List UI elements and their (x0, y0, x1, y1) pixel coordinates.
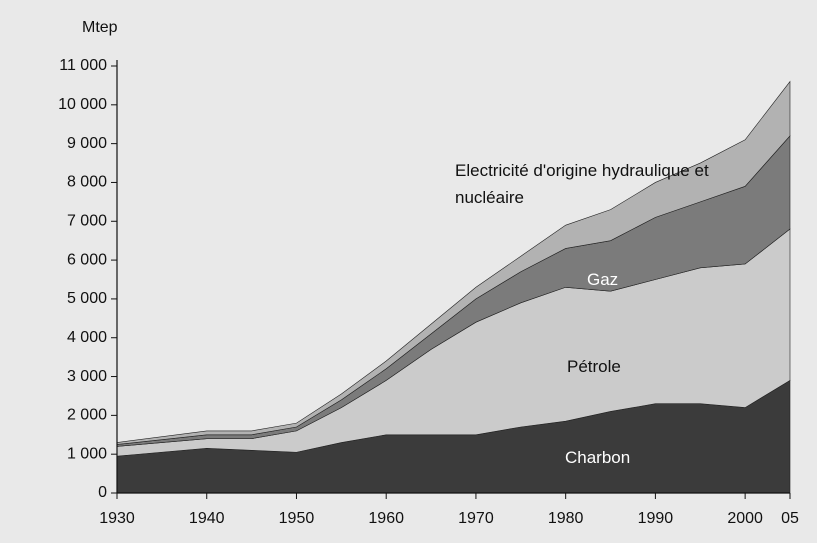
y-tick-label: 7 000 (67, 212, 107, 229)
x-tick-label: 1940 (189, 510, 225, 527)
x-tick-label: 1980 (548, 510, 584, 527)
y-tick-label: 0 (98, 484, 107, 501)
series-label: Electricité d'origine hydraulique et nuc… (455, 161, 709, 207)
x-tick-label: 1990 (638, 510, 674, 527)
x-tick-label: 05 (781, 510, 799, 527)
y-tick-label: 9 000 (67, 135, 107, 152)
y-tick-label: 5 000 (67, 290, 107, 307)
y-tick-label: 4 000 (67, 329, 107, 346)
y-tick-label: 1 000 (67, 445, 107, 462)
series-label: Charbon (565, 448, 631, 467)
x-tick-label: 1930 (99, 510, 135, 527)
y-tick-label: 2 000 (67, 407, 107, 424)
x-tick-label: 2000 (727, 510, 763, 527)
y-tick-label: 11 000 (59, 57, 107, 74)
y-tick-label: 8 000 (67, 174, 107, 191)
y-tick-label: 10 000 (58, 96, 107, 113)
area (116, 80, 791, 445)
series-label: Pétrole (567, 357, 621, 376)
x-tick-label: 1970 (458, 510, 494, 527)
y-axis-label: Mtep (82, 19, 118, 36)
y-tick-label: 3 000 (67, 368, 107, 385)
x-tick-label: 1960 (368, 510, 404, 527)
y-tick-label: 6 000 (67, 251, 107, 268)
series-label: Gaz (587, 270, 619, 289)
x-tick-label: 1950 (279, 510, 315, 527)
